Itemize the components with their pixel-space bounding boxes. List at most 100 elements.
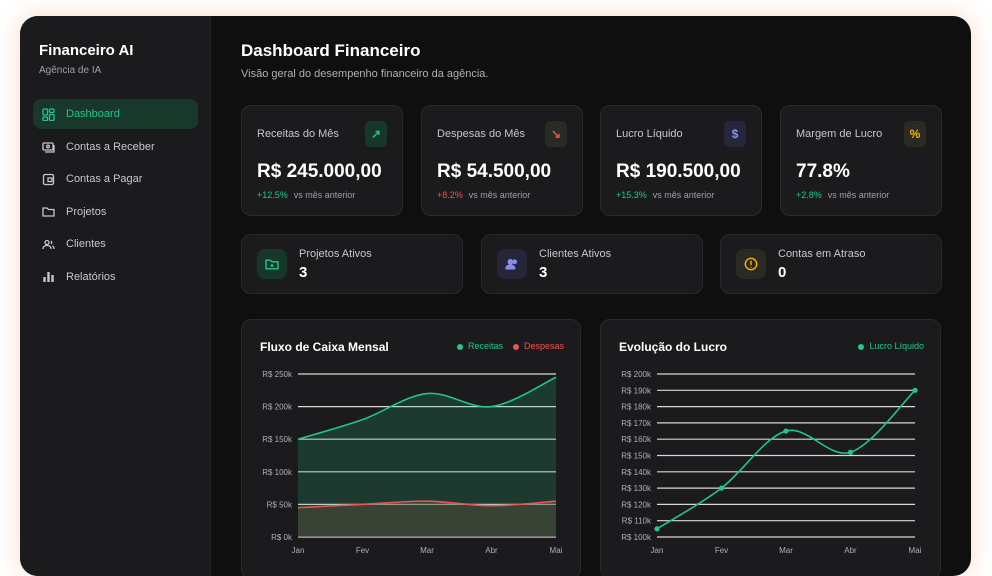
- kpi-card: Lucro Líquido $ R$ 190.500,00 +15.3% vs m…: [600, 105, 762, 216]
- kpi-label: Despesas do Mês: [437, 128, 526, 140]
- kpi-value: 77.8%: [796, 161, 850, 182]
- kpi-change: +12.5%: [257, 190, 288, 200]
- main-content: Dashboard Financeiro Visão geral do dese…: [211, 16, 971, 576]
- y-tick-label: R$ 140k: [621, 468, 652, 477]
- kpi-value: R$ 54.500,00: [437, 161, 552, 182]
- sidebar-item-clientes[interactable]: Clientes: [33, 229, 198, 259]
- page-subtitle: Visão geral do desempenho financeiro da …: [241, 68, 489, 80]
- stat-label: Contas em Atraso: [778, 248, 866, 260]
- percent-icon: %: [904, 121, 926, 147]
- kpi-change: +2.8%: [796, 190, 822, 200]
- app-window: Financeiro AI Agência de IA Dashboard Con…: [20, 16, 971, 576]
- data-point: [912, 387, 918, 393]
- y-tick-label: R$ 180k: [621, 403, 652, 412]
- x-tick-label: Fev: [356, 546, 369, 555]
- y-tick-label: R$ 150k: [262, 435, 293, 444]
- series-area: [298, 377, 556, 537]
- sidebar-item-label: Projetos: [66, 205, 107, 218]
- sidebar-item-label: Relatórios: [66, 270, 116, 283]
- folder-icon: [42, 207, 55, 217]
- chart-title: Evolução do Lucro: [619, 340, 728, 354]
- sidebar: Financeiro AI Agência de IA Dashboard Con…: [20, 16, 211, 576]
- y-tick-label: R$ 160k: [621, 435, 652, 444]
- y-tick-label: R$ 100k: [262, 468, 293, 477]
- wallet-icon: [42, 173, 55, 185]
- alert-circle-icon: [736, 249, 766, 279]
- kpi-note: vs mês anterior: [293, 190, 356, 200]
- bar-chart-icon: [43, 272, 54, 283]
- trending-down-icon: ↘: [545, 121, 567, 147]
- stat-card: Clientes Ativos 3: [481, 234, 703, 294]
- kpi-label: Margem de Lucro: [796, 128, 883, 140]
- kpi-label: Receitas do Mês: [257, 128, 339, 140]
- data-point: [718, 485, 725, 491]
- kpi-label: Lucro Líquido: [616, 128, 683, 140]
- y-tick-label: R$ 130k: [621, 484, 652, 493]
- y-tick-label: R$ 0k: [271, 533, 293, 542]
- legend-item[interactable]: Lucro Líquido: [858, 341, 924, 351]
- series-line: [297, 376, 557, 440]
- kpi-value: R$ 190.500,00: [616, 161, 741, 182]
- y-tick-label: R$ 100k: [621, 533, 652, 542]
- data-point: [783, 428, 789, 434]
- kpi-note: vs mês anterior: [652, 190, 715, 200]
- series-area: [298, 501, 556, 537]
- money-icon: [42, 142, 55, 153]
- y-tick-label: R$ 200k: [262, 403, 293, 412]
- sidebar-item-label: Contas a Receber: [66, 140, 155, 153]
- profit-chart: Evolução do Lucro Lucro Líquido R$ 100k R$ …: [600, 319, 941, 576]
- sidebar-item-contas-a-pagar[interactable]: Contas a Pagar: [33, 164, 198, 194]
- data-point: [654, 526, 660, 532]
- x-tick-label: Mar: [779, 546, 793, 555]
- x-tick-label: Abr: [844, 546, 857, 555]
- sidebar-item-contas-a-receber[interactable]: Contas a Receber: [33, 132, 198, 162]
- sidebar-item-projetos[interactable]: Projetos: [33, 197, 198, 227]
- x-tick-label: Jan: [292, 546, 305, 555]
- chart-legend: Lucro Líquido: [858, 341, 924, 351]
- chart-legend: Receitas Despesas: [457, 341, 564, 351]
- users-icon: [497, 249, 527, 279]
- y-tick-label: R$ 250k: [262, 370, 293, 379]
- stat-value: 0: [778, 264, 787, 281]
- dashboard-icon: [42, 107, 55, 121]
- stat-value: 3: [299, 264, 308, 281]
- y-tick-label: R$ 200k: [621, 370, 652, 379]
- stat-label: Projetos Ativos: [299, 248, 372, 260]
- sidebar-item-label: Clientes: [66, 238, 106, 251]
- series-line: [297, 500, 557, 509]
- y-tick-label: R$ 50k: [267, 500, 293, 509]
- x-tick-label: Abr: [485, 546, 498, 555]
- y-tick-label: R$ 120k: [621, 500, 652, 509]
- kpi-card: Margem de Lucro % 77.8% +2.8% vs mês ante…: [780, 105, 942, 216]
- app-subtitle: Agência de IA: [39, 65, 102, 76]
- y-tick-label: R$ 150k: [621, 452, 652, 461]
- x-tick-label: Jan: [651, 546, 664, 555]
- x-tick-label: Mai: [909, 546, 922, 555]
- stat-card: Contas em Atraso 0: [720, 234, 942, 294]
- app-title: Financeiro AI: [39, 42, 134, 59]
- legend-item[interactable]: Despesas: [513, 341, 564, 351]
- stat-label: Clientes Ativos: [539, 248, 612, 260]
- sidebar-item-label: Contas a Pagar: [66, 173, 143, 186]
- x-tick-label: Fev: [715, 546, 728, 555]
- x-tick-label: Mar: [420, 546, 434, 555]
- stat-value: 3: [539, 264, 548, 281]
- legend-item[interactable]: Receitas: [457, 341, 503, 351]
- page-title: Dashboard Financeiro: [241, 41, 421, 60]
- x-tick-label: Mai: [550, 546, 563, 555]
- trending-up-icon: ↗: [365, 121, 387, 147]
- folder-star-icon: [257, 249, 287, 279]
- y-tick-label: R$ 110k: [622, 517, 652, 526]
- sidebar-item-relat-rios[interactable]: Relatórios: [33, 262, 198, 292]
- series-line: [656, 389, 916, 530]
- y-tick-label: R$ 170k: [621, 419, 652, 428]
- sidebar-item-label: Dashboard: [66, 108, 120, 120]
- kpi-change: +15.3%: [616, 190, 647, 200]
- kpi-card: Receitas do Mês ↗ R$ 245.000,00 +12.5% vs…: [241, 105, 403, 216]
- chart-title: Fluxo de Caixa Mensal: [260, 340, 389, 354]
- kpi-note: vs mês anterior: [468, 190, 531, 200]
- chart-plot: R$ 100k R$ 110k R$ 120k R$ 130k R$ 140k R$ 15…: [621, 370, 922, 555]
- sidebar-nav: Dashboard Contas a Receber Contas a Pagar P…: [33, 99, 198, 295]
- sidebar-item-dashboard[interactable]: Dashboard: [33, 99, 198, 129]
- cash-flow-chart: Fluxo de Caixa Mensal Receitas Despesas R$ …: [241, 319, 581, 576]
